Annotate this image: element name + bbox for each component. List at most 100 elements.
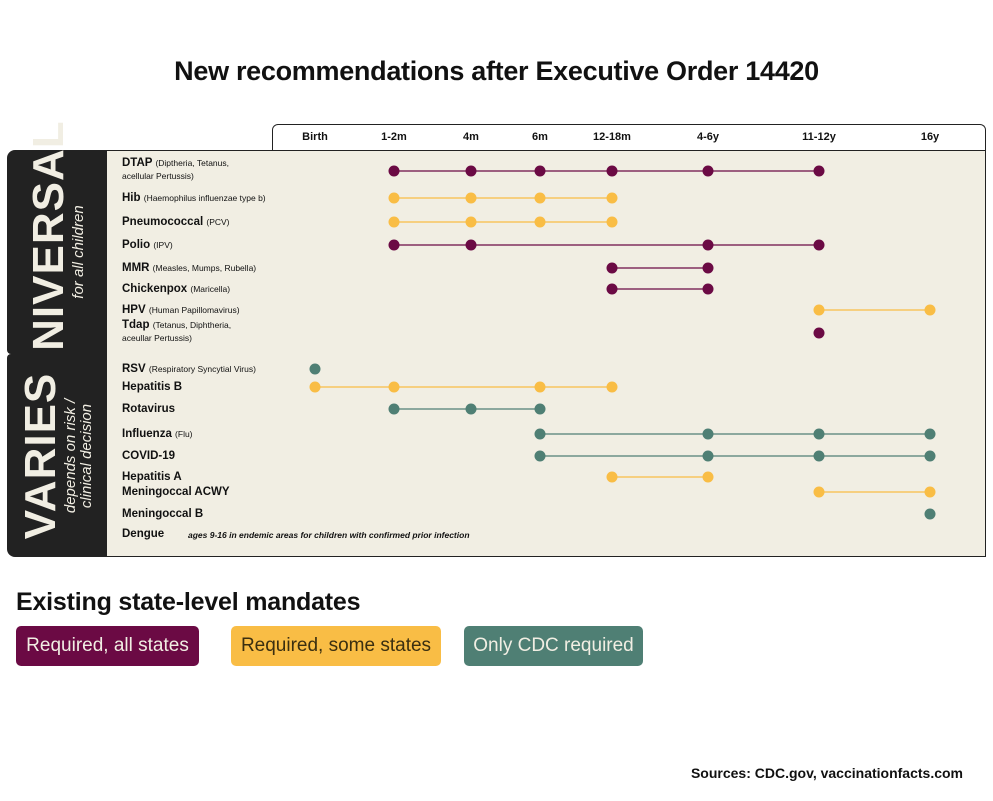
dose-marker-influenza-6m [534,428,546,440]
vaccine-detail: (IPV) [153,240,173,250]
dose-marker-polio-4-6y [702,239,714,251]
dose-marker-hepatitis-a-4-6y [702,471,714,483]
dose-marker-hepatitis-b-12-18m [606,381,618,393]
dose-marker-hepatitis-a-12-18m [606,471,618,483]
column-label-1-2m: 1-2m [381,131,407,143]
dose-marker-pneumococcal-4m [465,216,477,228]
dose-marker-rotavirus-4m [465,403,477,415]
vaccine-label-hpv: HPV (Human Papillomavirus) [122,304,240,316]
vaccine-label-hib: Hib (Haemophilus influenzae type b) [122,192,266,204]
vaccine-label-tdap: Tdap (Tetanus, Diphtheria, aceullar Pertu… [122,319,231,344]
dose-marker-pneumococcal-1-2m [388,216,400,228]
dose-marker-dtap-6m [534,165,546,177]
dose-marker-hib-4m [465,192,477,204]
vaccine-name: RSV [122,363,146,375]
vaccine-name: Hepatitis B [122,381,183,393]
dose-marker-mmr-4-6y [702,262,714,274]
vaccine-name: Pneumococcal [122,216,204,228]
legend-required-all-states: Required, all states [16,626,199,666]
legend-required-some-states: Required, some states [231,626,441,666]
vaccine-name: HPV [122,304,146,316]
vaccine-label-mmr: MMR (Measles, Mumps, Rubella) [122,262,256,274]
vaccine-name: Tdap [122,319,150,331]
vaccine-name: Chickenpox [122,283,188,295]
dose-marker-dtap-1-2m [388,165,400,177]
vaccine-label-meningoccal-b: Meningoccal B [122,508,203,520]
vaccine-label-meningoccal-acwy: Meningoccal ACWY [122,486,230,498]
dose-marker-tdap-11-12y [813,327,825,339]
dose-marker-rsv-Birth [309,363,321,375]
vaccine-name: Meningoccal ACWY [122,486,230,498]
dose-marker-dtap-4-6y [702,165,714,177]
column-label-16y: 16y [920,131,940,143]
vaccine-name: Influenza [122,428,172,440]
dose-marker-meningoccal-acwy-11-12y [813,486,825,498]
dose-marker-influenza-4-6y [702,428,714,440]
dose-marker-hepatitis-b-1-2m [388,381,400,393]
vaccine-label-covid-19: COVID-19 [122,450,175,462]
vaccine-detail: (Haemophilus influenzae type b) [143,193,266,203]
vaccine-name: COVID-19 [122,450,176,462]
vaccine-detail: (Human Papillomavirus) [148,305,240,315]
dose-marker-chickenpox-4-6y [702,283,714,295]
dose-marker-meningoccal-acwy-16y [924,486,936,498]
vaccine-name: Hepatitis A [122,471,182,483]
dose-marker-rotavirus-6m [534,403,546,415]
vaccine-label-chickenpox: Chickenpox (Maricella) [122,283,230,295]
dose-marker-influenza-11-12y [813,428,825,440]
dose-marker-dtap-4m [465,165,477,177]
vaccine-detail: (PCV) [206,217,230,227]
vaccine-detail: (Tetanus, Diphtheria, [152,320,232,330]
varies-group-label: VARIES depends on risk / clinical decisi… [7,354,107,557]
chart-title: New recommendations after Executive Orde… [174,56,819,86]
dose-marker-covid-19-4-6y [702,450,714,462]
vaccine-detail: (Maricella) [190,284,231,294]
vaccine-detail: (Measles, Mumps, Rubella) [152,263,257,273]
vaccine-label-influenza: Influenza (Flu) [122,428,193,440]
column-label-4-6y: 4-6y [696,131,720,143]
vaccine-label-rotavirus: Rotavirus [122,403,175,415]
vaccine-name: Dengue [122,528,165,540]
dose-marker-hepatitis-b-6m [534,381,546,393]
dose-marker-covid-19-11-12y [813,450,825,462]
dose-marker-dtap-12-18m [606,165,618,177]
universal-panel [107,150,986,355]
dose-marker-hepatitis-b-Birth [309,381,321,393]
dose-marker-hpv-16y [924,304,936,316]
column-label-12-18m: 12-18m [593,131,631,143]
column-label-Birth: Birth [302,131,328,143]
vaccine-note-dengue: ages 9-16 in endemic areas for children … [188,530,470,540]
dose-marker-hib-6m [534,192,546,204]
dose-marker-hpv-11-12y [813,304,825,316]
dose-marker-pneumococcal-12-18m [606,216,618,228]
dose-marker-covid-19-6m [534,450,546,462]
dose-marker-mmr-12-18m [606,262,618,274]
dose-marker-covid-19-16y [924,450,936,462]
column-label-4m: 4m [463,131,479,143]
vaccine-detail-line2: acellular Pertussis) [122,171,194,181]
legend-only-cdc-required: Only CDC required [464,626,643,666]
dose-marker-influenza-16y [924,428,936,440]
sources-credit: Sources: CDC.gov, vaccinationfacts.com [690,765,963,781]
dose-marker-meningoccal-b-16y [924,508,936,520]
dose-marker-polio-4m [465,239,477,251]
dose-marker-polio-1-2m [388,239,400,251]
column-header-box [272,124,986,151]
vaccine-label-rsv: RSV (Respiratory Syncytial Virus) [122,363,256,375]
vaccine-label-hepatitis-a: Hepatitis A [122,471,182,483]
universal-group-label: UNIVERSAL for all children [7,120,107,384]
vaccine-label-polio: Polio (IPV) [122,239,173,251]
vaccine-detail-line2: aceullar Pertussis) [122,333,192,343]
vaccine-name: MMR [122,262,150,274]
column-label-11-12y: 11-12y [802,131,836,143]
dose-marker-chickenpox-12-18m [606,283,618,295]
vaccine-detail: (Diptheria, Tetanus, [155,158,230,168]
vaccine-name: Rotavirus [122,403,176,415]
dose-marker-hib-1-2m [388,192,400,204]
column-label-6m: 6m [532,131,548,143]
vaccine-detail: (Flu) [175,429,193,439]
vaccine-label-dengue: Dengue [122,528,164,540]
dose-marker-pneumococcal-6m [534,216,546,228]
dose-marker-dtap-11-12y [813,165,825,177]
